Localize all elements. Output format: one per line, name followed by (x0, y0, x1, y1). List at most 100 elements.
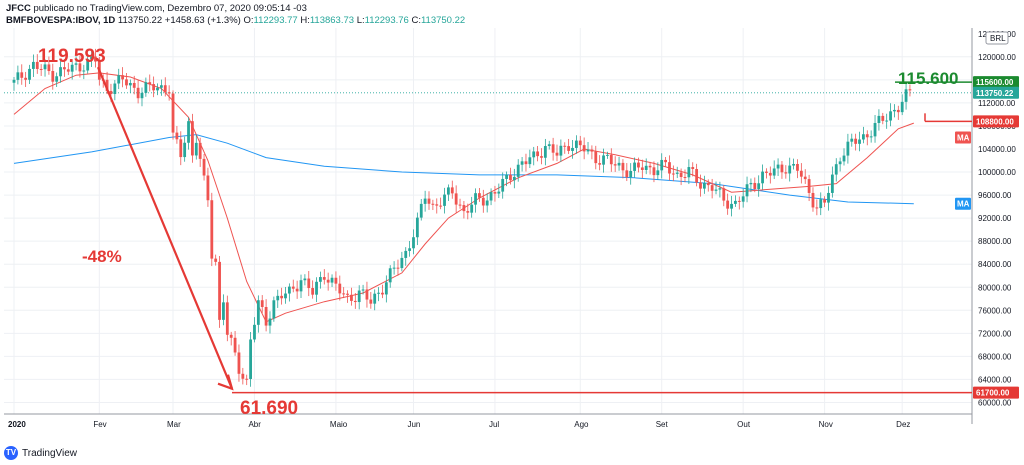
x-tick-label: Fev (93, 420, 106, 429)
candle-body (377, 292, 380, 294)
candle (893, 104, 896, 118)
candle-body (710, 185, 714, 191)
candle-body (799, 170, 803, 177)
candle-body (384, 282, 388, 295)
candle (524, 153, 528, 172)
candle-body (811, 192, 815, 208)
candle-body (757, 183, 761, 190)
candle-body (768, 172, 772, 176)
candle (408, 240, 412, 257)
candle-body (117, 75, 121, 84)
price-chart[interactable]: 60000.00 64000.00 68000.00 72000.00 76000.00… (0, 0, 1024, 440)
tradingview-brand[interactable]: TV TradingView (4, 446, 77, 460)
candle-body (613, 164, 617, 166)
candle (404, 247, 408, 266)
currency-box (985, 31, 1009, 45)
candle (431, 199, 435, 211)
candle-body (574, 140, 578, 148)
candle-body (450, 187, 454, 194)
candle-body (877, 115, 881, 124)
candle (249, 332, 252, 387)
candle (827, 186, 830, 211)
candle-body (493, 192, 497, 194)
candle (784, 165, 788, 179)
ma-tag-label: MA (957, 133, 970, 142)
candle (745, 176, 749, 203)
candle-body (404, 250, 408, 258)
candle-body (264, 307, 268, 326)
candle (128, 79, 132, 93)
candle-body (885, 120, 889, 122)
candle-body (679, 172, 683, 178)
candle-body (586, 149, 590, 152)
candle (365, 281, 369, 308)
candle-body (664, 159, 667, 163)
candle (206, 167, 210, 207)
grid (4, 28, 972, 414)
candle (299, 274, 303, 298)
open-value: 112293.77 (253, 15, 298, 26)
candle-body (671, 173, 675, 175)
price-tag-label: 108800.00 (976, 117, 1014, 126)
candle (12, 76, 16, 91)
candle (478, 187, 481, 202)
candle (734, 195, 737, 207)
candle (780, 161, 784, 179)
candle (55, 72, 59, 87)
symbol-label[interactable]: BMFBOVESPA:IBOV, 1D (6, 15, 116, 26)
x-tick-label: 2020 (8, 420, 26, 429)
candle-body (830, 174, 834, 193)
drop-arrow-head (217, 374, 234, 391)
candle-body (256, 300, 260, 325)
candle (757, 175, 761, 197)
candle-body (640, 167, 644, 170)
candle (330, 274, 334, 287)
candle-body (854, 138, 858, 144)
candle (229, 331, 233, 346)
candle (644, 158, 648, 175)
candle (520, 156, 524, 172)
x-tick-label: Jun (407, 420, 420, 429)
candle-body (268, 318, 272, 326)
candle (381, 284, 384, 299)
candle-body (590, 149, 594, 152)
candle-body (319, 277, 322, 282)
candle (78, 55, 82, 78)
candle-body (474, 193, 477, 205)
candle-body (904, 89, 908, 102)
candle (303, 274, 307, 286)
candle-body (528, 157, 532, 165)
candle (86, 54, 90, 74)
candle-body (458, 204, 462, 206)
candle (20, 64, 24, 85)
candle-body (388, 268, 392, 283)
candle (536, 146, 540, 162)
candle-body (66, 69, 70, 72)
publish-line: JFCC publicado no TradingView.com, Dezem… (6, 3, 465, 15)
candle-body (567, 146, 571, 151)
candle (280, 287, 284, 305)
candle (117, 68, 121, 90)
candle-body (353, 300, 357, 303)
candle-body (125, 79, 128, 86)
candle-body (737, 200, 741, 202)
candle-body (159, 85, 163, 88)
candle (253, 317, 256, 343)
candle-body (509, 174, 512, 181)
candle (222, 294, 225, 326)
candle (159, 79, 163, 96)
candle (470, 196, 474, 218)
high-value: 113863.73 (309, 15, 355, 26)
candle-body (90, 56, 93, 60)
candle-body (412, 237, 415, 249)
candle-body (400, 257, 404, 269)
candle (113, 80, 117, 101)
candle (264, 299, 268, 332)
candle-body (660, 159, 664, 171)
candle (838, 157, 842, 172)
candle-body (815, 207, 819, 209)
candle (602, 148, 605, 173)
candle (551, 137, 555, 161)
low-value: 112293.76 (364, 15, 409, 26)
candle (268, 311, 272, 334)
